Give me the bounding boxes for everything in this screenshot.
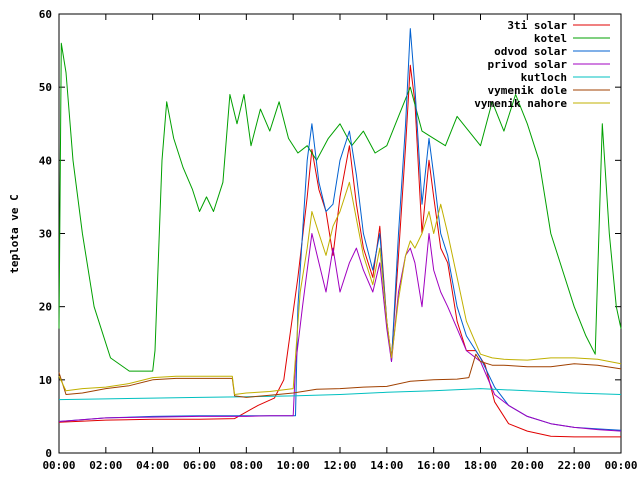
x-tick-label: 00:00 (42, 459, 75, 472)
x-tick-label: 22:00 (558, 459, 591, 472)
y-tick-label: 40 (39, 154, 52, 167)
legend-label: odvod solar (494, 45, 567, 58)
legend-label: kutloch (521, 71, 567, 84)
y-axis-label: teplota ve C (8, 194, 21, 273)
x-tick-label: 18:00 (464, 459, 497, 472)
series-line-kotel (58, 42, 622, 372)
x-tick-label: 12:00 (323, 459, 356, 472)
x-axis: 00:00 02:00 04:00 06:00 08:00 10:00 12:00 14:00… (42, 14, 638, 472)
series-line-3ti-solar (58, 64, 621, 438)
x-tick-label: 10:00 (277, 459, 310, 472)
y-tick-label: 20 (39, 301, 52, 314)
x-tick-label: 06:00 (183, 459, 216, 472)
y-tick-label: 60 (39, 8, 52, 21)
x-tick-label: 02:00 (89, 459, 122, 472)
x-tick-label: 14:00 (370, 459, 403, 472)
series-line-vymenik-nahore (58, 181, 622, 395)
y-tick-label: 50 (39, 81, 52, 94)
x-tick-label: 00:00 (604, 459, 637, 472)
y-tick-label: 0 (45, 447, 52, 460)
y-tick-label: 30 (39, 228, 52, 241)
legend-label: privod solar (488, 58, 568, 71)
y-tick-label: 10 (39, 374, 52, 387)
legend-label: vymenik nahore (474, 97, 567, 110)
legend-label: kotel (534, 32, 567, 45)
series-line-privod-solar (58, 233, 622, 432)
legend-label: 3ti solar (507, 19, 567, 32)
x-tick-label: 16:00 (417, 459, 450, 472)
x-tick-label: 20:00 (511, 459, 544, 472)
x-tick-label: 04:00 (136, 459, 169, 472)
x-tick-label: 08:00 (230, 459, 263, 472)
series-line-kutloch (58, 388, 622, 401)
legend-label: vymenik dole (488, 84, 568, 97)
y-axis: 0 10 20 30 40 50 60 (39, 8, 621, 460)
series-line-vymenik-dole (58, 353, 622, 398)
series-lines (58, 28, 622, 438)
